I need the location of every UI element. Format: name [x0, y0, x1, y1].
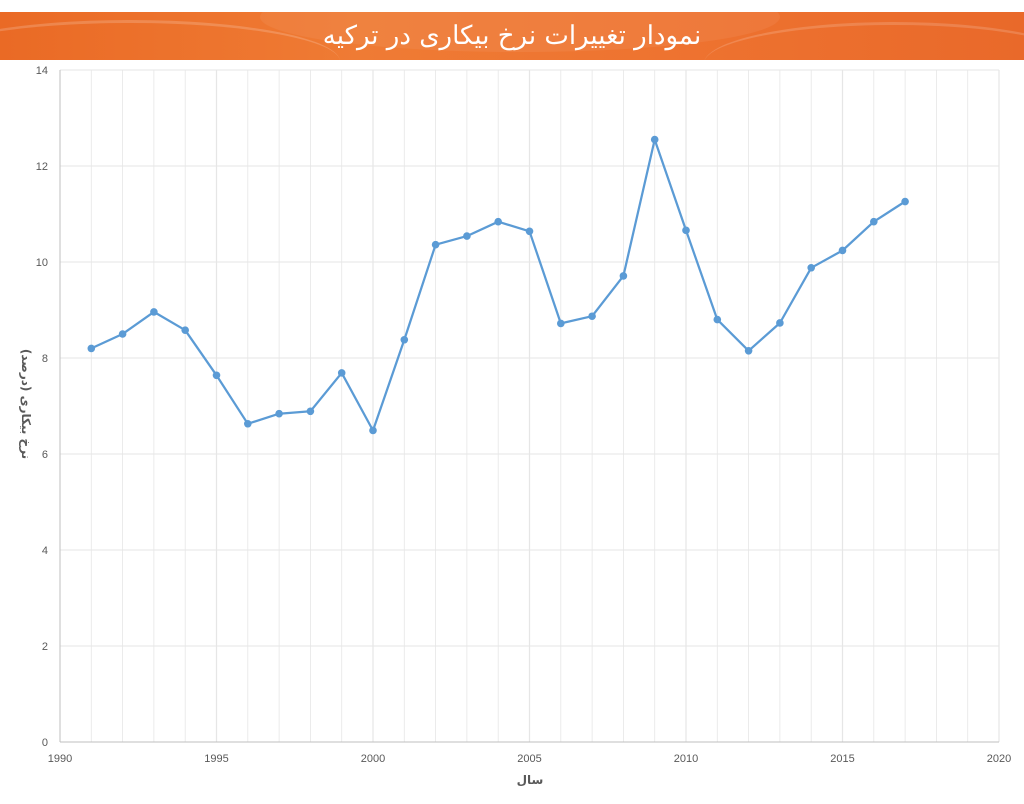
data-point	[619, 272, 628, 280]
x-tick-label: 1995	[204, 753, 228, 765]
data-point	[463, 232, 471, 240]
x-tick-label: 2000	[361, 753, 385, 765]
data-point	[682, 226, 690, 235]
banner-decoration	[704, 22, 1024, 60]
data-point	[713, 315, 722, 324]
data-point	[118, 330, 127, 338]
data-point	[525, 227, 534, 236]
x-tick-label: 2005	[517, 753, 541, 765]
data-point	[181, 326, 189, 334]
data-point	[212, 371, 221, 380]
data-point	[838, 246, 847, 255]
y-tick-label: 2	[42, 641, 48, 653]
data-point	[369, 426, 377, 435]
x-tick-label: 1990	[48, 753, 72, 765]
data-point	[337, 369, 346, 377]
x-axis-label: سال	[517, 773, 544, 787]
data-points	[87, 135, 909, 435]
data-point	[87, 344, 96, 353]
axes	[59, 70, 999, 743]
title-banner: نمودار تغییرات نرخ بیکاری در ترکیه	[0, 12, 1024, 60]
chart-title: نمودار تغییرات نرخ بیکاری در ترکیه	[322, 21, 702, 51]
x-tick-label: 2010	[674, 753, 698, 765]
data-point	[431, 240, 440, 249]
banner-decoration	[0, 20, 340, 60]
data-point	[650, 135, 659, 144]
y-tick-label: 12	[36, 161, 48, 173]
data-point	[400, 335, 409, 344]
data-point	[870, 217, 878, 226]
y-tick-label: 8	[42, 353, 48, 365]
data-point	[588, 312, 596, 321]
data-point	[776, 319, 784, 327]
y-axis-label: نرخ بیکاری (درصد)	[19, 349, 33, 459]
horizontal-gridlines	[60, 69, 999, 647]
data-point	[807, 263, 815, 272]
data-point	[557, 319, 565, 328]
x-tick-labels: 1990 1995 2000 2005 2010 2015 2020	[48, 753, 1011, 765]
y-tick-label: 14	[36, 65, 48, 77]
data-point	[275, 409, 283, 418]
data-point	[150, 308, 158, 316]
data-point	[901, 197, 909, 206]
data-point	[494, 217, 503, 226]
data-point	[744, 347, 753, 355]
y-tick-labels: 0 2 4 6 8 10 12 14	[36, 65, 48, 749]
x-tick-label: 2020	[987, 753, 1011, 765]
y-tick-label: 0	[42, 737, 48, 749]
y-tick-label: 4	[42, 545, 48, 557]
x-tick-label: 2015	[830, 753, 854, 765]
vertical-gridlines	[90, 70, 1000, 742]
y-tick-label: 10	[36, 257, 48, 269]
data-point	[306, 407, 315, 416]
data-point	[244, 419, 252, 428]
y-tick-label: 6	[42, 449, 48, 461]
